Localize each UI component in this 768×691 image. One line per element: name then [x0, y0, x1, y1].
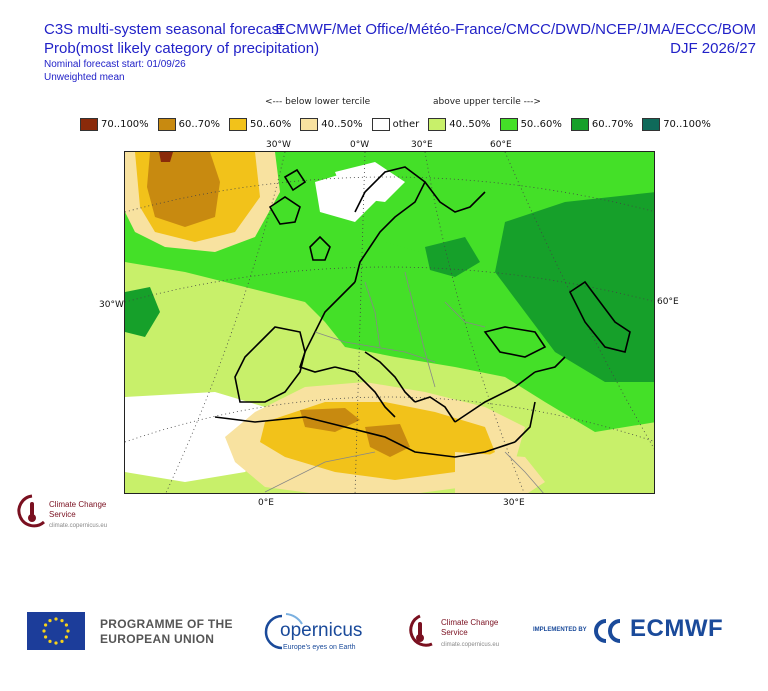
eu-programme-text: PROGRAMME OF THE EUROPEAN UNION	[100, 617, 233, 646]
footer: PROGRAMME OF THE EUROPEAN UNION opernicu…	[0, 600, 768, 660]
dry-60-70-central-med	[365, 424, 410, 457]
legend-item: 60..70%	[570, 118, 634, 131]
legend-swatch	[80, 118, 98, 131]
legend-item: 60..70%	[157, 118, 220, 131]
map-title: C3S multi-system seasonal forecast	[44, 21, 284, 38]
borders	[264, 271, 544, 493]
legend-label: 40..50%	[321, 119, 363, 130]
below-tercile-label: <--- below lower tercile	[265, 97, 371, 107]
c3s-footer-thermometer-icon	[409, 614, 433, 647]
copernicus-logo-icon	[264, 613, 303, 650]
legend-swatch	[428, 118, 447, 131]
legend-item: other	[371, 118, 420, 131]
legend-item: 70..100%	[642, 118, 711, 131]
legend-swatch	[642, 118, 661, 131]
legend-swatch	[228, 118, 247, 131]
legend-swatch	[300, 118, 319, 131]
map-svg	[125, 152, 654, 493]
legend-item: 40..50%	[300, 118, 363, 131]
green-60-70-east	[495, 192, 654, 382]
legend-label: 70..100%	[101, 119, 149, 130]
legend-label: other	[392, 119, 420, 130]
lon-label-0e-bottom: 0°E	[258, 498, 274, 508]
lon-label-30e-bottom: 30°E	[503, 498, 525, 508]
copernicus-tagline: Europe's eyes on Earth	[283, 644, 356, 651]
systems-list: ECMWF/Met Office/Météo-France/CMCC/DWD/N…	[275, 21, 756, 38]
legend-label: 60..70%	[178, 119, 220, 130]
dry-70-100-atlantic	[159, 152, 173, 162]
legend-item: 70..100%	[80, 118, 149, 131]
legend-swatch	[499, 118, 518, 131]
legend-label: 60..70%	[591, 119, 634, 130]
header-right: ECMWF/Met Office/Météo-France/CMCC/DWD/N…	[275, 20, 756, 58]
legend-item: 50..60%	[228, 118, 292, 131]
c3s-footer-name: Climate Change Service	[441, 618, 499, 637]
copernicus-wordmark: opernicus	[280, 620, 363, 641]
legend-label: 50..60%	[520, 119, 562, 130]
dry-60-70-atlantic	[147, 152, 220, 227]
c3s-name: Climate Change Service	[49, 500, 107, 519]
coastlines	[214, 166, 631, 458]
implemented-by: IMPLEMENTED BY	[533, 627, 587, 633]
green-60-70-spot	[425, 237, 480, 277]
header-left: C3S multi-system seasonal forecast Prob(…	[44, 20, 319, 84]
legend-swatch	[570, 118, 589, 131]
lon-label-0w-top: 0°W	[350, 140, 370, 150]
legend-item: 40..50%	[428, 118, 491, 131]
forecast-map	[124, 151, 655, 494]
forecast-start: Nominal forecast start: 01/09/26	[44, 59, 186, 70]
legend-label: 70..100%	[663, 119, 711, 130]
lat-label-right: 60°E	[657, 297, 679, 307]
ecmwf-logo-icon	[594, 619, 621, 643]
lat-label-left: 30°W	[99, 300, 124, 310]
map-subtitle: Prob(most likely category of precipitati…	[44, 40, 320, 57]
dry-40-50-middle-east	[455, 452, 545, 493]
lon-label-30e-top: 30°E	[411, 140, 433, 150]
ecmwf-wordmark: ECMWF	[630, 615, 724, 642]
legend: 70..100% 60..70% 50..60% 40..50% other 40..50…	[80, 118, 720, 131]
mean-type: Unweighted mean	[44, 72, 125, 83]
eu-flag-icon	[27, 612, 85, 650]
legend-item: 50..60%	[499, 118, 562, 131]
c3s-url: climate.copernicus.eu	[49, 523, 108, 529]
season-label: DJF 2026/27	[670, 40, 756, 57]
legend-label: 50..60%	[249, 119, 292, 130]
lon-label-60e-top: 60°E	[490, 140, 512, 150]
legend-swatch	[371, 118, 390, 131]
c3s-footer-url: climate.copernicus.eu	[441, 642, 500, 648]
c3s-thermometer-icon	[17, 494, 46, 528]
green-60-70-west	[125, 287, 160, 337]
legend-label: 40..50%	[449, 119, 491, 130]
dry-60-70-west-med	[300, 408, 360, 432]
green-50-60-central	[305, 242, 455, 322]
lon-label-30w-top: 30°W	[266, 140, 291, 150]
above-tercile-label: above upper tercile --->	[433, 97, 541, 107]
legend-swatch	[157, 118, 176, 131]
